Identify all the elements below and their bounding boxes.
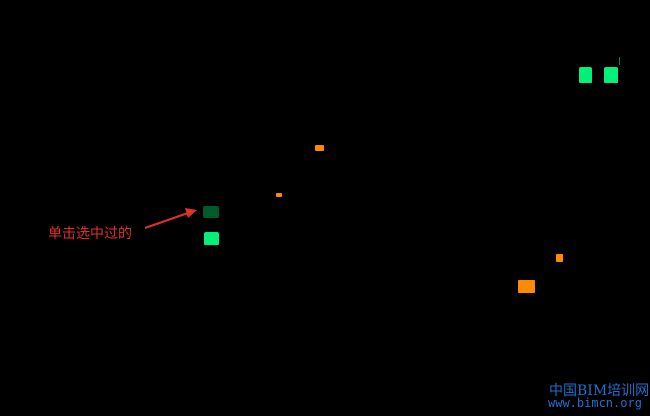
green-element-1[interactable] <box>579 67 592 83</box>
orange-element-4[interactable] <box>518 280 535 293</box>
annotation-text: 单击选中过的 <box>48 226 132 242</box>
green-line-mark <box>619 57 620 65</box>
selected-green-element[interactable] <box>203 206 219 218</box>
green-element-3[interactable] <box>204 232 219 245</box>
orange-element-2[interactable] <box>276 193 282 197</box>
orange-element-1[interactable] <box>315 145 324 151</box>
orange-element-3[interactable] <box>556 254 563 262</box>
watermark-title: 中国BIM培训网 <box>549 383 650 399</box>
watermark-url: www.bimcn.org <box>548 396 642 410</box>
green-element-2[interactable] <box>604 67 618 83</box>
